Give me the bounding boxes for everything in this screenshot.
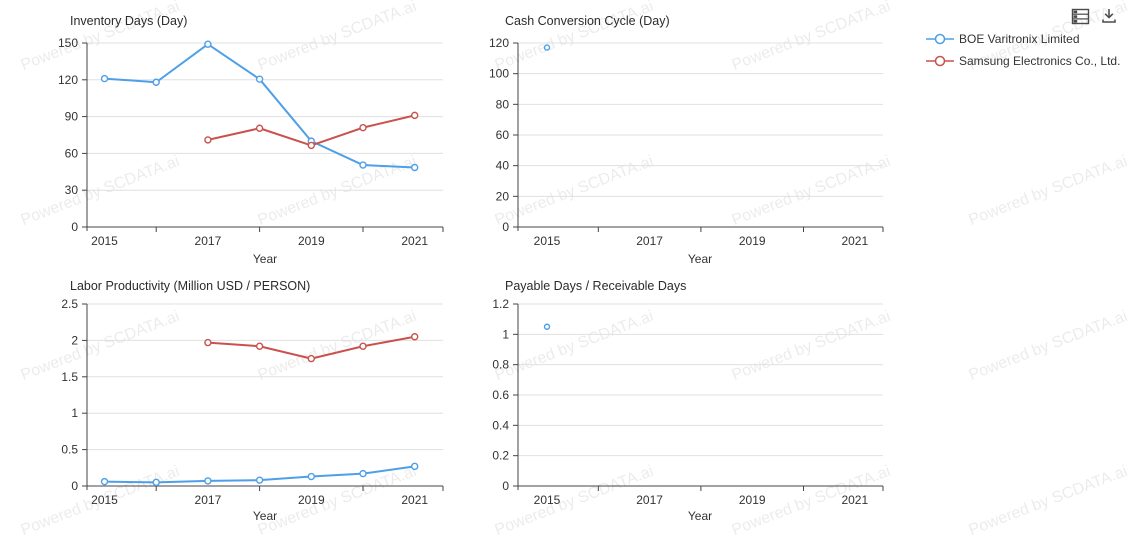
y-tick-label: 0 [71,220,78,234]
x-tick-label: 2017 [195,493,222,507]
data-view-table-icon[interactable] [1070,6,1090,26]
x-axis-label: Year [687,509,713,523]
legend-label: Samsung Electronics Co., Ltd. [959,54,1121,68]
data-point [359,342,367,350]
chart-plot: 0 30 60 90 120 150 2015 2017 2019 2021 [58,36,444,248]
y-tick-label: 100 [489,67,509,81]
x-tick-label: 2019 [739,234,766,248]
x-tick-label: 2021 [841,234,868,248]
y-tick-label: 30 [65,183,79,197]
chart-payable-receivable-days: 0 0.2 0.4 0.6 0.8 1 1.2 2015 2017 2019 2021 Payabl… [460,275,890,537]
chart-title: Inventory Days (Day) [70,14,188,28]
chart-labor-productivity: 0 0.5 1 1.5 2 2.5 2015 2017 2019 2021 Labor Produ… [30,275,460,537]
y-tick-label: 0 [502,479,509,493]
y-tick-label: 2 [71,333,78,347]
watermark: Powered by SCDATA.ai [966,152,1130,230]
chart-plot: 0 0.2 0.4 0.6 0.8 1 1.2 2015 2017 2019 2021 [492,297,884,507]
y-tick-label: 80 [496,97,510,111]
y-tick-label: 60 [65,146,79,160]
legend-item-boe-varitronix[interactable]: BOE Varitronix Limited [925,31,1120,47]
y-tick-label: 40 [496,159,510,173]
legend-item-samsung-electronics[interactable]: Samsung Electronics Co., Ltd. [925,53,1120,69]
x-axis-label: Year [687,252,713,266]
x-tick-label: 2015 [91,493,118,507]
data-point [152,478,160,487]
data-point [307,141,315,150]
y-tick-label: 150 [58,36,78,50]
y-tick-label: 2.5 [61,297,78,311]
chart-cash-conversion-cycle: 0 20 40 60 80 100 120 2015 2017 2019 2021 Cash Con… [460,10,890,272]
data-point [204,477,212,485]
data-point [255,476,264,484]
watermark: Powered by SCDATA.ai [966,462,1130,540]
toolbar [1070,6,1119,26]
data-point [359,123,367,132]
y-tick-label: 0.8 [492,358,509,372]
data-point [543,44,551,51]
x-tick-label: 2015 [534,234,561,248]
y-tick-label: 1.2 [492,297,509,311]
legend-label: BOE Varitronix Limited [959,32,1080,46]
x-axis-label: Year [252,252,278,266]
chart-title: Cash Conversion Cycle (Day) [505,14,670,28]
x-tick-label: 2017 [636,234,663,248]
data-point [359,469,367,478]
data-point [255,342,264,350]
line-circle-marker-icon [926,55,954,67]
x-tick-label: 2015 [91,234,118,248]
y-tick-label: 120 [489,36,509,50]
x-tick-label: 2019 [739,493,766,507]
data-point [100,477,109,486]
x-tick-label: 2019 [298,493,325,507]
y-tick-label: 120 [58,73,78,87]
chart-title: Labor Productivity (Million USD / PERSON… [70,279,311,293]
data-point [255,124,264,132]
y-tick-label: 60 [496,128,510,142]
y-tick-label: 1.5 [61,370,78,384]
data-point [359,161,367,169]
data-point [152,78,160,86]
y-tick-label: 90 [65,110,79,124]
data-point [204,136,212,144]
watermark: Powered by SCDATA.ai [966,307,1130,385]
x-axis-label: Year [252,509,278,523]
download-icon[interactable] [1099,6,1119,26]
line-circle-marker-icon [926,33,954,45]
y-tick-label: 0.2 [492,449,509,463]
x-tick-label: 2021 [841,493,868,507]
chart-plot: 0 0.5 1 1.5 2 2.5 2015 2017 2019 2021 [61,297,444,507]
data-point [411,333,419,341]
y-tick-label: 0.6 [492,388,509,402]
chart-title: Payable Days / Receivable Days [505,279,687,293]
data-point [307,472,315,481]
chart-inventory-days: 0 30 60 90 120 150 2015 2017 2019 2021 Inventory … [30,10,460,272]
data-point [307,354,315,363]
series-line [103,43,416,169]
chart-plot: 0 20 40 60 80 100 120 2015 2017 2019 2021 [489,36,884,248]
data-point [100,74,109,83]
data-point [543,323,551,330]
data-point [204,338,212,347]
x-tick-label: 2017 [636,493,663,507]
y-tick-label: 0 [502,220,509,234]
y-tick-label: 0.4 [492,418,509,432]
y-tick-label: 20 [496,189,510,203]
y-tick-label: 1 [502,327,509,341]
x-tick-label: 2021 [401,493,428,507]
data-point [411,111,419,120]
legend: BOE Varitronix Limited Samsung Electroni… [925,31,1120,69]
data-point [411,163,419,172]
y-tick-label: 1 [71,406,78,420]
x-tick-label: 2017 [195,234,222,248]
x-tick-label: 2015 [534,493,561,507]
data-point [204,40,212,48]
data-point [411,462,419,471]
x-tick-label: 2019 [298,234,325,248]
data-point [255,75,264,83]
x-tick-label: 2021 [401,234,428,248]
y-tick-label: 0.5 [61,443,78,457]
y-tick-label: 0 [71,479,78,493]
